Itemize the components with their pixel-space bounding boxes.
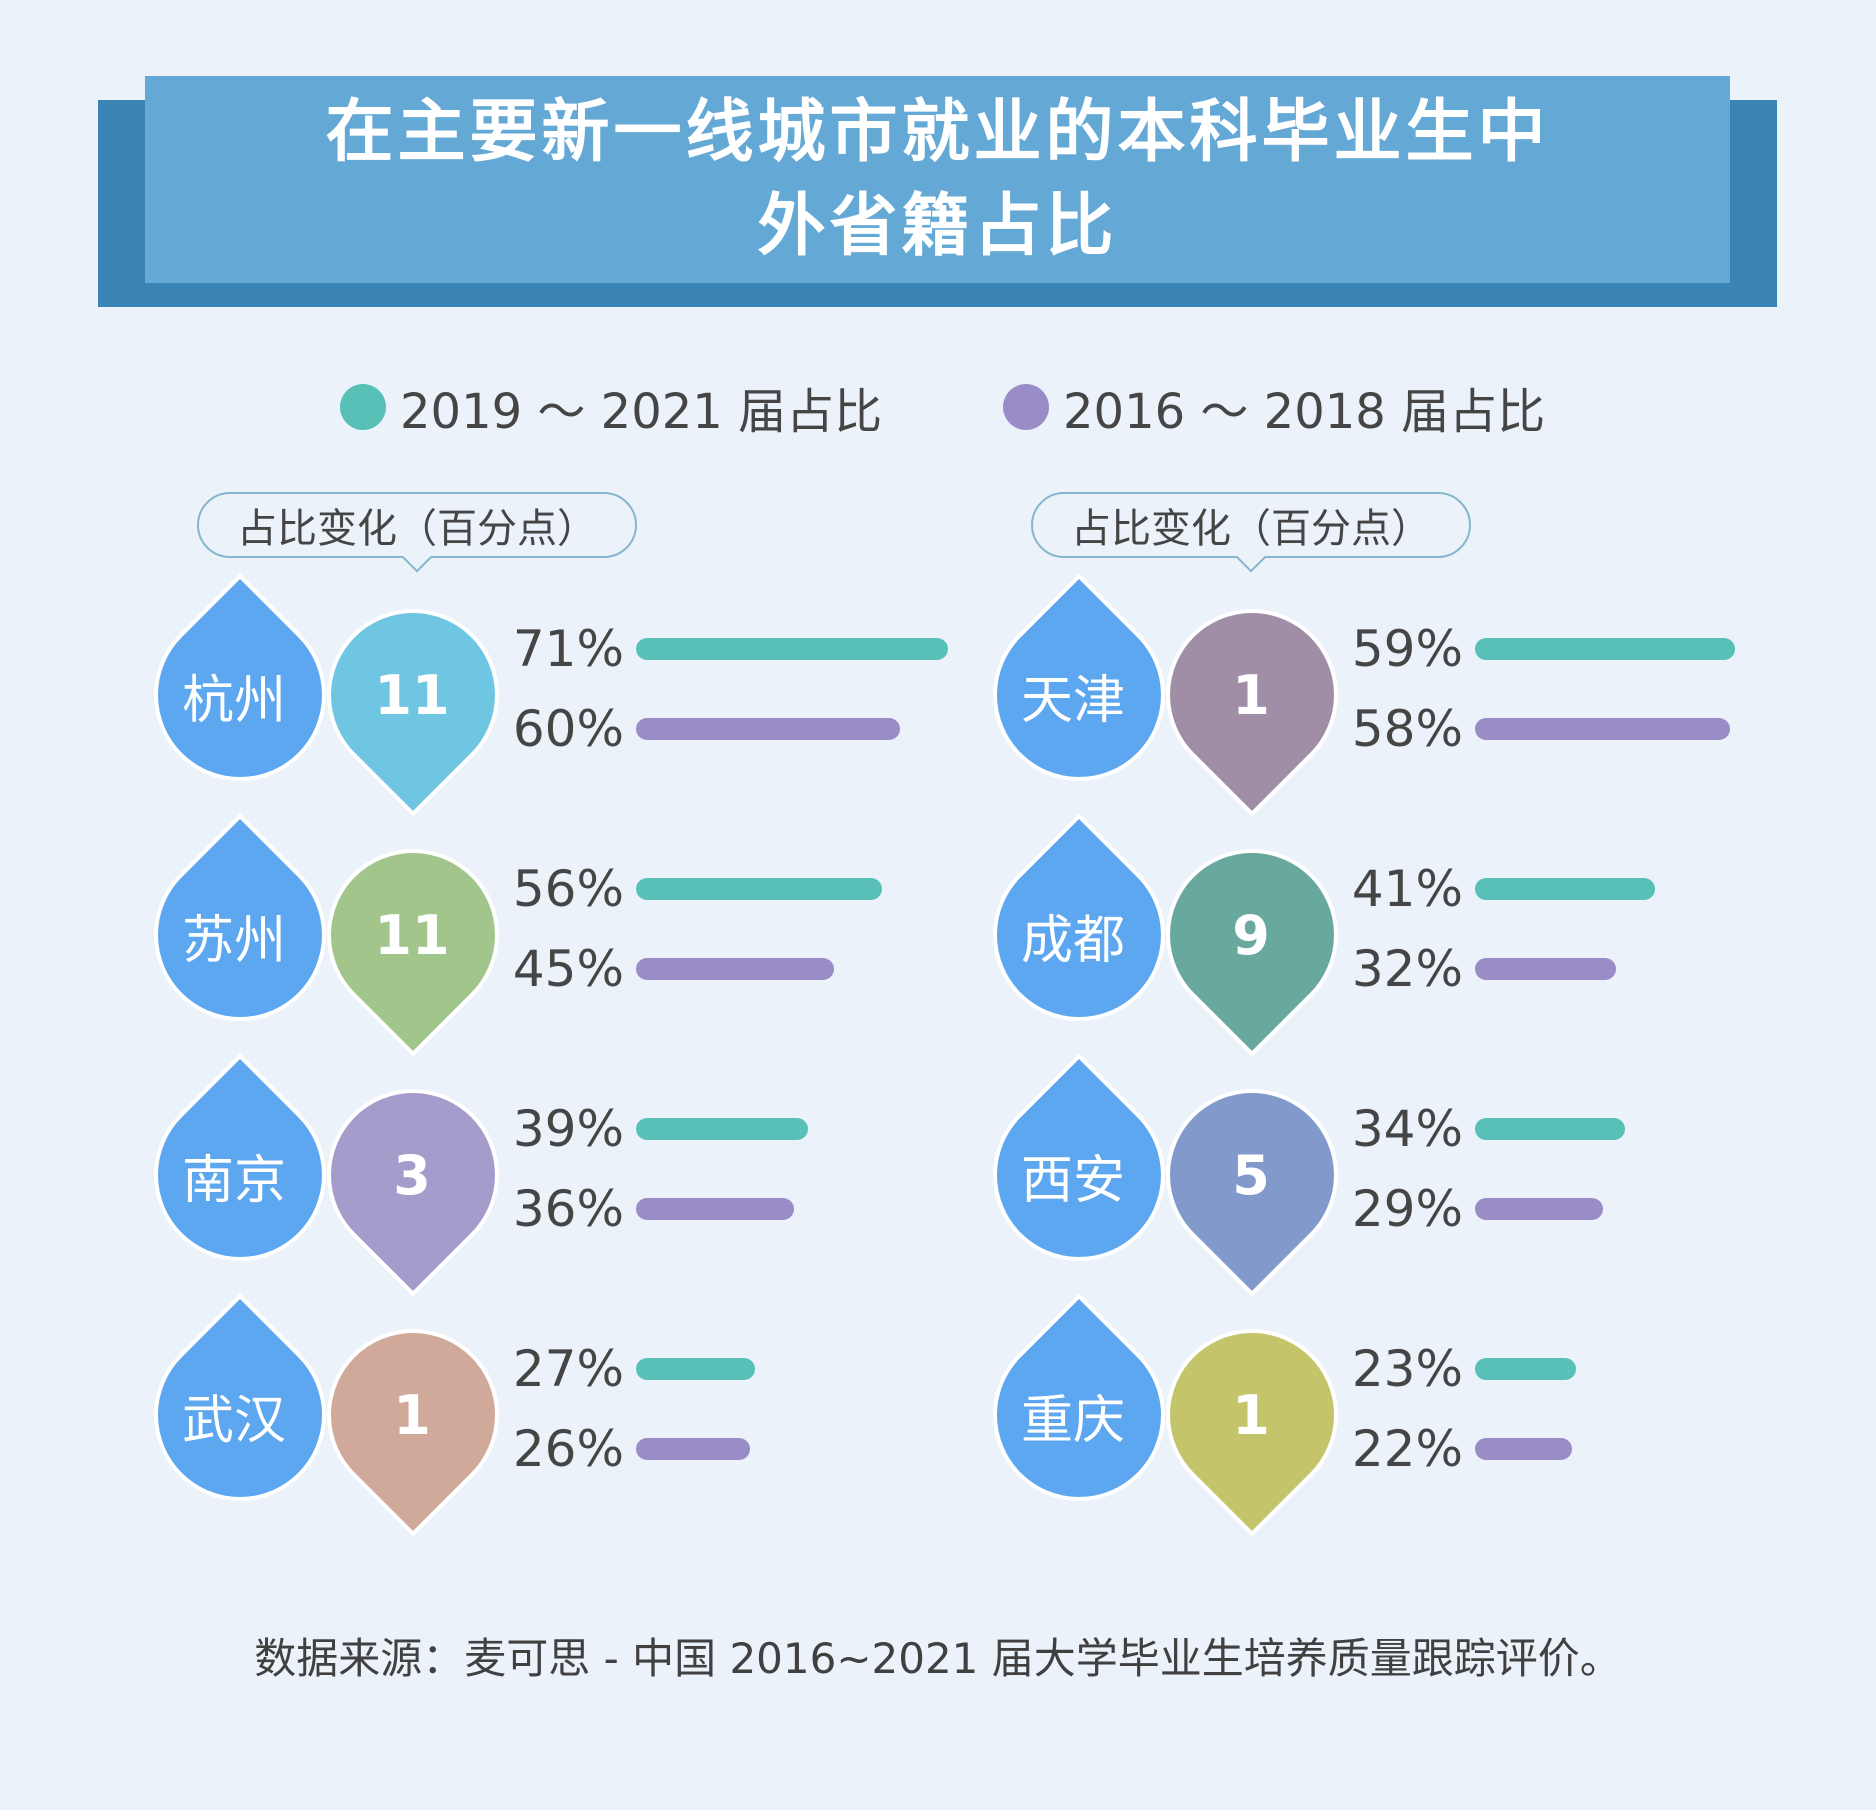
city-name: 苏州 [181,910,286,971]
title-banner: 在主要新一线城市就业的本科毕业生中 外省籍占比 [145,76,1730,283]
bar-recent [636,1358,755,1380]
data-label-earlier: 26% [512,1420,624,1478]
city-badge-graphic [993,1293,1338,1537]
city-row: 天津 1 59% 58% [989,573,1789,817]
data-label-earlier: 58% [1351,700,1463,758]
city-row: 苏州 11 56% 45% [150,813,950,1057]
bar-earlier [1475,1198,1603,1220]
bar-recent [1475,1118,1625,1140]
bar-earlier [1475,958,1616,980]
city-name: 天津 [1020,670,1125,731]
change-badge [327,609,499,817]
city-badge [154,1053,326,1261]
city-row: 南京 3 39% 36% [150,1053,950,1297]
data-label-recent: 39% [512,1100,624,1158]
city-row: 成都 9 41% 32% [989,813,1789,1057]
change-value: 5 [1232,1143,1270,1207]
change-label-right: 占比变化（百分点） [1031,492,1471,573]
change-value: 9 [1232,903,1270,967]
data-label-earlier: 60% [512,700,624,758]
bar-recent [636,878,882,900]
data-label-earlier: 22% [1351,1420,1463,1478]
change-value: 3 [393,1143,431,1207]
bar-earlier [636,718,900,740]
city-badge [993,813,1165,1021]
city-name: 武汉 [181,1390,286,1451]
city-badge-graphic [154,1293,499,1537]
change-badge [327,1329,499,1537]
city-row: 重庆 1 23% 22% [989,1293,1789,1537]
legend-item-earlier: 2016 ～ 2018 届占比 [1003,375,1546,440]
bar-recent [636,1118,808,1140]
change-value: 11 [374,663,450,727]
data-label-recent: 34% [1351,1100,1463,1158]
data-label-recent: 56% [512,860,624,918]
bar-earlier [636,1198,794,1220]
data-label-earlier: 45% [512,940,624,998]
city-badge-graphic [154,1053,499,1297]
city-name: 杭州 [181,670,286,731]
city-badge [154,813,326,1021]
data-label-recent: 71% [512,620,624,678]
data-label-earlier: 36% [512,1180,624,1238]
change-badge [327,849,499,1057]
change-value: 1 [1232,663,1270,727]
city-badge-graphic [154,813,499,1057]
city-badge [154,573,326,781]
data-label-recent: 23% [1351,1340,1463,1398]
change-value: 1 [393,1383,431,1447]
city-badge [993,1053,1165,1261]
source-note: 数据来源：麦可思 - 中国 2016~2021 届大学毕业生培养质量跟踪评价。 [254,1633,1622,1683]
city-row: 杭州 11 71% 60% [150,573,950,817]
data-label-recent: 41% [1351,860,1463,918]
legend-label-earlier: 2016 ～ 2018 届占比 [1063,384,1546,440]
chart-title-line-1: 在主要新一线城市就业的本科毕业生中 [325,92,1550,172]
legend-label-recent: 2019 ～ 2021 届占比 [400,384,883,440]
change-badge [1166,609,1338,817]
city-badge-graphic [993,813,1338,1057]
bar-recent [1475,1358,1576,1380]
change-badge [1166,849,1338,1057]
legend-item-recent: 2019 ～ 2021 届占比 [340,375,883,440]
city-name: 南京 [181,1150,286,1211]
change-badge [1166,1329,1338,1537]
city-badge [993,1293,1165,1501]
data-label-earlier: 29% [1351,1180,1463,1238]
bar-earlier [636,958,834,980]
city-badge-graphic [993,1053,1338,1297]
data-label-recent: 27% [512,1340,624,1398]
bar-recent [1475,878,1655,900]
legend-swatch-recent [340,384,386,430]
city-name: 西安 [1020,1150,1125,1211]
change-badge [1166,1089,1338,1297]
chart-title-line-2: 外省籍占比 [757,186,1118,266]
city-name: 成都 [1020,910,1125,971]
bar-earlier [636,1438,750,1460]
city-row: 西安 5 34% 29% [989,1053,1789,1297]
data-label-earlier: 32% [1351,940,1463,998]
change-value: 11 [374,903,450,967]
legend-swatch-earlier [1003,384,1049,430]
bar-recent [1475,638,1735,660]
bar-earlier [1475,718,1730,740]
city-row: 武汉 1 27% 26% [150,1293,950,1537]
city-badge-graphic [993,573,1338,817]
change-badge [327,1089,499,1297]
bar-recent [636,638,948,660]
city-badge-graphic [154,573,499,817]
city-name: 重庆 [1020,1390,1125,1451]
data-label-recent: 59% [1351,620,1463,678]
city-badge [993,573,1165,781]
change-value: 1 [1232,1383,1270,1447]
change-label-left: 占比变化（百分点） [197,492,637,573]
bar-earlier [1475,1438,1572,1460]
city-badge [154,1293,326,1501]
